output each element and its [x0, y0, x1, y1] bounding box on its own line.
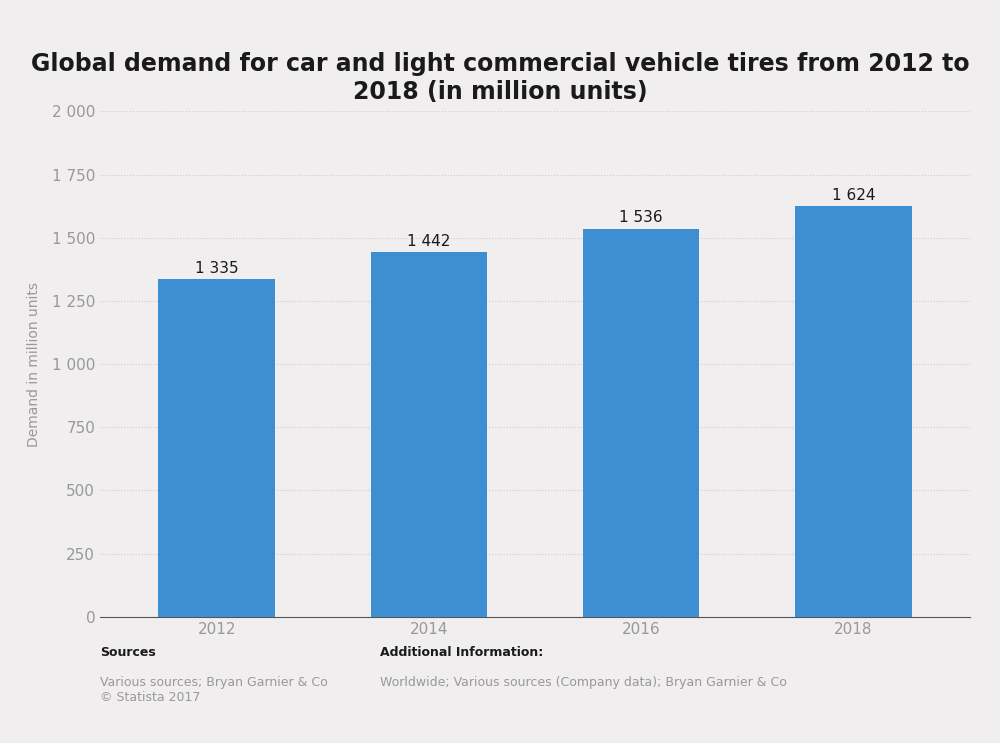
Text: 1 624: 1 624 — [832, 188, 875, 203]
Bar — [795, 207, 912, 617]
Text: 1 442: 1 442 — [407, 233, 451, 249]
Text: Additional Information:: Additional Information: — [380, 646, 543, 659]
Text: 1 335: 1 335 — [195, 261, 239, 276]
Text: Various sources; Bryan Garnier & Co
© Statista 2017: Various sources; Bryan Garnier & Co © St… — [100, 676, 328, 704]
Text: Sources: Sources — [100, 646, 156, 659]
Text: Worldwide; Various sources (Company data); Bryan Garnier & Co: Worldwide; Various sources (Company data… — [380, 676, 787, 689]
Bar — [158, 279, 275, 617]
Bar — [371, 253, 487, 617]
Bar — [583, 229, 699, 617]
Y-axis label: Demand in million units: Demand in million units — [27, 282, 41, 447]
Text: 1 536: 1 536 — [619, 210, 663, 225]
Text: Global demand for car and light commercial vehicle tires from 2012 to
2018 (in m: Global demand for car and light commerci… — [31, 52, 969, 104]
